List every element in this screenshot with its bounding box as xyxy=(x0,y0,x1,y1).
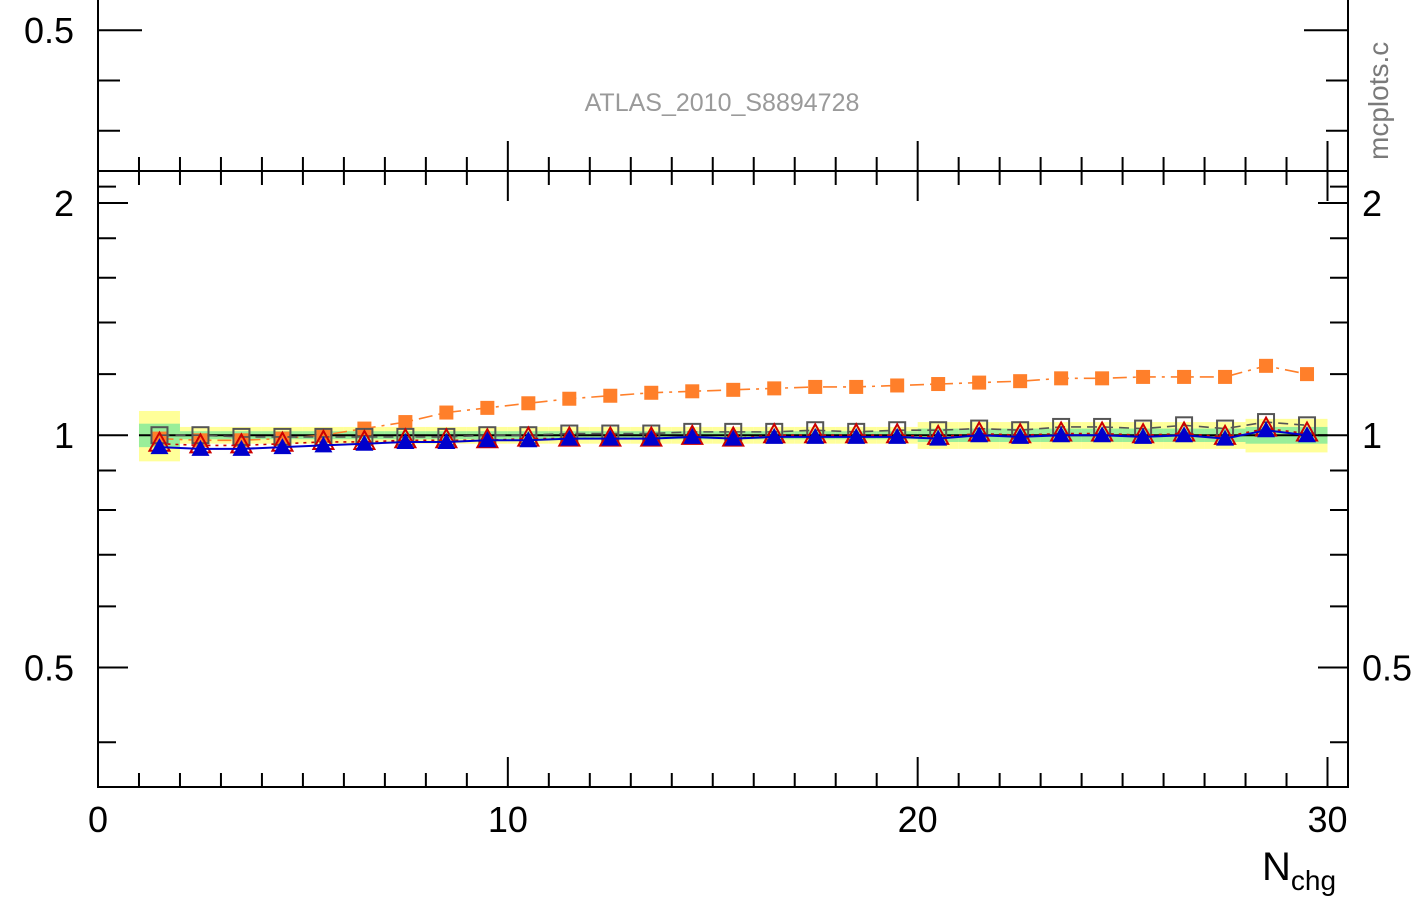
y-tick-label-right-1: 1 xyxy=(1362,415,1382,456)
series-0-point-18 xyxy=(890,378,905,393)
series-0-point-21 xyxy=(1013,374,1028,389)
x-tick-label-3: 30 xyxy=(1307,799,1347,840)
series-3-point-22 xyxy=(1052,426,1071,443)
series-3-point-0 xyxy=(150,438,169,455)
y-tick-label-left-1: 1 xyxy=(54,415,74,456)
series-0-point-15 xyxy=(767,381,782,396)
series-3-point-17 xyxy=(847,427,866,444)
series-3-point-24 xyxy=(1134,427,1153,444)
series-0-line xyxy=(159,365,1308,442)
series-0-point-7 xyxy=(439,405,454,420)
series-0-point-6 xyxy=(398,415,413,430)
series-3-point-28 xyxy=(1298,426,1317,443)
series-0-point-23 xyxy=(1095,371,1110,386)
y-tick-label-right-0: 2 xyxy=(1362,183,1382,224)
main-y-tick-label-0: 0.5 xyxy=(24,10,74,51)
x-axis-title-sub: chg xyxy=(1291,865,1336,896)
series-3-point-10 xyxy=(560,429,579,446)
series-0-point-16 xyxy=(808,379,823,394)
series-3-point-11 xyxy=(601,429,620,446)
series-0-point-14 xyxy=(726,382,741,397)
series-0-point-28 xyxy=(1300,367,1315,382)
series-0-point-17 xyxy=(849,379,864,394)
y-tick-label-right-2: 0.5 xyxy=(1362,647,1412,688)
analysis-label: ATLAS_2010_S8894728 xyxy=(585,89,860,117)
series-0-point-27 xyxy=(1259,358,1274,373)
series-3-point-20 xyxy=(970,426,989,443)
x-axis-title-main: N xyxy=(1262,845,1291,889)
x-tick-label-0: 0 xyxy=(88,799,108,840)
series-3-point-7 xyxy=(437,432,456,449)
series-3-point-16 xyxy=(806,427,825,444)
y-tick-label-left-2: 0.5 xyxy=(24,647,74,688)
series-3-point-6 xyxy=(396,432,415,449)
series-0 xyxy=(152,358,1315,448)
series-0-point-19 xyxy=(931,377,946,392)
series-3-point-19 xyxy=(929,429,948,446)
x-tick-label-2: 20 xyxy=(898,799,938,840)
x-axis-title: Nchg xyxy=(1262,845,1336,896)
series-0-point-9 xyxy=(521,396,536,411)
series-layer xyxy=(147,358,1319,456)
series-0-point-20 xyxy=(972,375,987,390)
series-3 xyxy=(150,421,1317,456)
series-3-point-27 xyxy=(1257,421,1276,438)
series-0-point-10 xyxy=(562,391,577,406)
series-3-point-4 xyxy=(314,436,333,453)
series-0-point-11 xyxy=(603,388,618,403)
x-tick-label-1: 10 xyxy=(488,799,528,840)
y-tick-label-left-0: 2 xyxy=(54,183,74,224)
series-3-point-5 xyxy=(355,434,374,451)
series-3-point-15 xyxy=(765,427,784,444)
series-0-point-25 xyxy=(1177,369,1192,384)
tick-labels: 0 10 20 30 2 1 0.5 2 1 0.5 0.5 xyxy=(24,10,1412,840)
side-watermark: mcplots.c xyxy=(1363,42,1394,160)
series-0-point-26 xyxy=(1218,369,1233,384)
series-3-point-9 xyxy=(519,431,538,448)
series-0-point-8 xyxy=(480,400,495,415)
series-3-point-8 xyxy=(478,431,497,448)
series-0-point-12 xyxy=(644,385,659,400)
ratio-frame xyxy=(97,170,1349,788)
series-3-point-1 xyxy=(191,439,210,456)
series-3-point-26 xyxy=(1216,429,1235,446)
series-3-point-18 xyxy=(888,427,907,444)
series-3-point-14 xyxy=(724,429,743,446)
series-3-point-13 xyxy=(683,427,702,444)
series-3-point-3 xyxy=(273,438,292,455)
series-3-point-12 xyxy=(642,429,661,446)
series-0-point-13 xyxy=(685,384,700,399)
series-3-point-2 xyxy=(232,439,251,456)
plot-frame xyxy=(97,0,1349,788)
series-0-point-24 xyxy=(1136,369,1151,384)
series-0-point-22 xyxy=(1054,371,1069,386)
series-3-point-21 xyxy=(1011,427,1030,444)
series-3-point-25 xyxy=(1175,426,1194,443)
series-3-point-23 xyxy=(1093,426,1112,443)
